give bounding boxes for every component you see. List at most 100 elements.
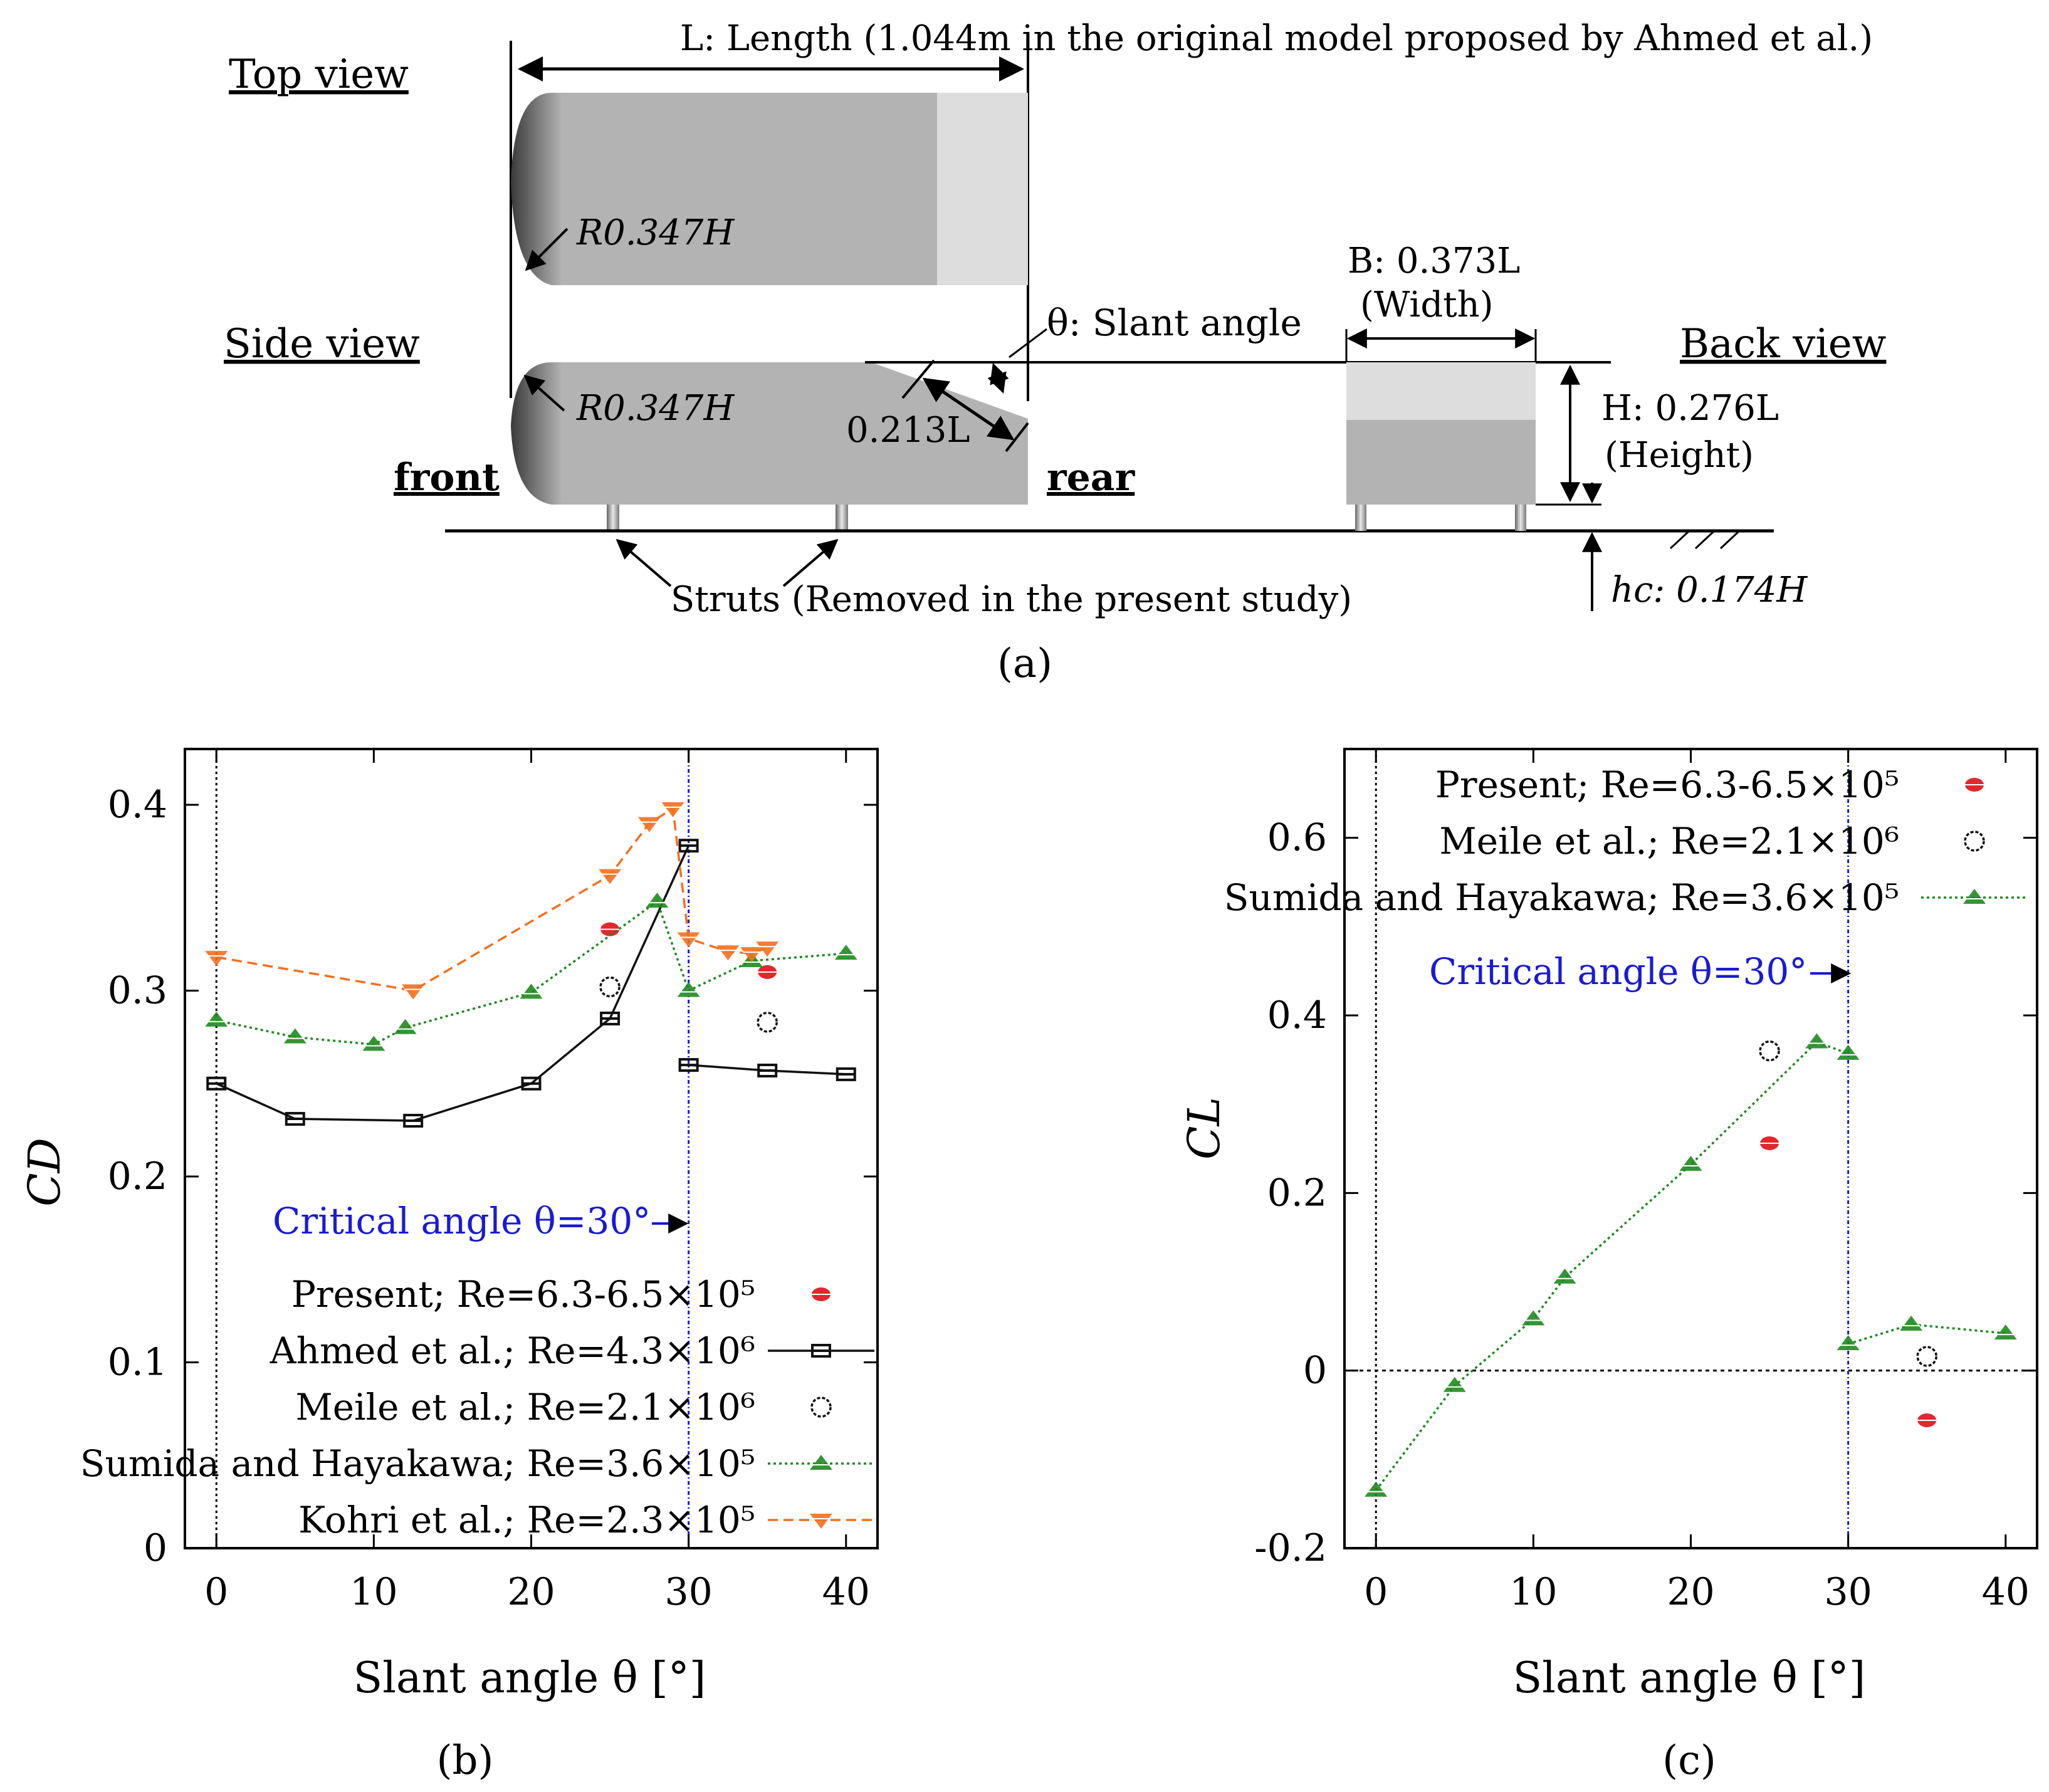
b-ytick-label: 0.3 [108,968,167,1012]
clearance-label: hc: 0.174H [1611,570,1808,610]
b-ytick-label: 0 [144,1526,167,1570]
height-label: H: 0.276L [1601,388,1779,429]
c-legend-label: Sumida and Hayakawa; Re=3.6×10⁵ [1224,876,1899,919]
panel-a-caption: (a) [997,641,1052,687]
b-point-s4 [661,802,684,817]
radius-top-leader [525,228,569,271]
c-point-s2 [1443,1376,1466,1392]
back-view-upper [1346,362,1536,420]
b-legend-label: Ahmed et al.; Re=4.3×10⁶ [270,1329,755,1372]
chart-b-caption: (b) [437,1737,494,1784]
chart-c-xlabel: Slant angle θ [°] [1513,1653,1866,1703]
b-point-s4 [677,932,700,948]
chart-b-xlabel: Slant angle θ [°] [354,1653,706,1703]
slant-ext-1 [901,359,935,399]
slant-ext-2 [1005,422,1029,453]
width-word: (Width) [1360,285,1494,325]
c-point-s2 [1365,1481,1388,1497]
c-legend-marker [1963,889,1986,904]
chart-b-legend: Present; Re=6.3-6.5×10⁵ Ahmed et al.; Re=… [80,1273,874,1541]
b-series-line-1 [216,845,690,1122]
c-ytick-label: 0.4 [1267,993,1327,1037]
front-label: front [394,456,500,500]
struts-label: Struts (Removed in the present study) [671,579,1352,620]
b-point-s4 [599,869,622,884]
b-xtick-label: 20 [507,1570,555,1614]
c-xtick-label: 30 [1824,1570,1872,1614]
back-strut-right [1515,505,1526,531]
chart-b-drag-coefficient: 0 10 20 30 40 0 0.1 0.2 0.3 0.4 Critical angle θ=… [19,748,879,1784]
radius-top-label: R0.347H [576,212,735,253]
top-view-label: Top view [229,51,409,98]
b-ytick-label: 0.2 [108,1155,167,1198]
b-xtick-label: 0 [204,1570,228,1614]
ground-hatch-2 [1694,530,1716,550]
slant-angle-label: θ: Slant angle [1047,301,1302,344]
b-series-line-4 [216,806,768,992]
chart-c-lift-coefficient: 0 10 20 30 40 -0.2 0 0.2 0.4 0.6 Critical angle θ… [1178,748,2038,1784]
chart-b-ylabel: CD [19,1138,70,1207]
b-point-s3 [646,893,669,908]
rear-label: rear [1047,456,1136,500]
b-legend-label: Meile et al.; Re=2.1×10⁶ [295,1386,755,1428]
side-view-label: Side view [224,321,420,367]
chart-c-legend: Present; Re=6.3-6.5×10⁵ Meile et al.; Re=… [1224,763,2028,919]
top-view-slant [937,93,1028,285]
chart-b-critical-label: Critical angle θ=30° [273,1200,651,1242]
c-ytick-label: 0.2 [1267,1171,1327,1215]
chart-c-critical-label: Critical angle θ=30° [1429,950,1807,993]
b-point-s2 [757,1012,778,1033]
radius-side-leader [523,374,565,412]
b-xtick-label: 10 [350,1570,397,1614]
top-view-body [561,93,937,285]
length-label: L: Length (1.044m in the original model … [680,18,1873,59]
b-legend-marker [810,1455,832,1470]
b-point-s4 [716,945,740,961]
chart-b-ticks: 0 10 20 30 40 0 0.1 0.2 0.3 0.4 [108,749,878,1614]
slant-angle-leader [1009,328,1047,359]
b-legend-label: Present; Re=6.3-6.5×10⁵ [291,1273,755,1316]
height-word: (Height) [1605,435,1754,476]
b-point-s3 [834,945,857,960]
chart-c-plot-frame [1343,748,2038,1549]
c-point-s1 [1759,1040,1780,1062]
ground-hatch-3 [1719,530,1741,550]
ground-hatch-1 [1669,530,1690,550]
width-label: B: 0.373L [1348,241,1520,281]
struts-leader-2 [782,538,839,587]
b-point-s4 [637,817,661,832]
c-point-s1 [1916,1346,1937,1367]
b-legend-marker [810,1514,832,1529]
b-ytick-label: 0.4 [108,783,167,827]
b-xtick-label: 30 [664,1570,712,1614]
chart-c-ylabel: CL [1178,1097,1230,1160]
b-point-s4 [756,941,779,957]
back-strut-left [1355,505,1366,531]
b-point-s4 [402,984,425,1000]
c-ytick-label: 0.6 [1267,816,1327,860]
b-legend-label: Kohri et al.; Re=2.3×10⁵ [298,1499,755,1541]
panel-a-schematic: Top view Side view Back view L: Length (… [224,18,1886,687]
c-ytick-label: 0 [1303,1349,1327,1393]
c-legend-label: Meile et al.; Re=2.1×10⁶ [1439,820,1899,862]
b-point-s3 [362,1035,385,1051]
b-point-s3 [677,982,700,997]
c-point-s2 [1679,1156,1702,1171]
c-series-line-2 [1848,1323,2006,1345]
chart-c-ticks: 0 10 20 30 40 -0.2 0 0.2 0.4 0.6 [1254,749,2037,1614]
slant-length-label: 0.213L [846,410,970,451]
c-series-line-2 [1375,1040,1849,1491]
chart-c-reference-lines [1344,749,2037,1548]
b-point-s3 [394,1019,417,1034]
c-ytick-label: -0.2 [1254,1526,1327,1570]
slant-angle-arc-arrow [987,362,1009,394]
c-legend-label: Present; Re=6.3-6.5×10⁵ [1435,763,1899,806]
c-xtick-label: 0 [1364,1570,1388,1614]
c-point-s2 [1994,1324,2017,1340]
b-legend-marker [810,1396,832,1418]
c-point-s2 [1522,1310,1545,1326]
c-point-s2 [1553,1268,1576,1284]
struts-leader-1 [616,538,672,587]
radius-side-label: R0.347H [576,388,735,429]
